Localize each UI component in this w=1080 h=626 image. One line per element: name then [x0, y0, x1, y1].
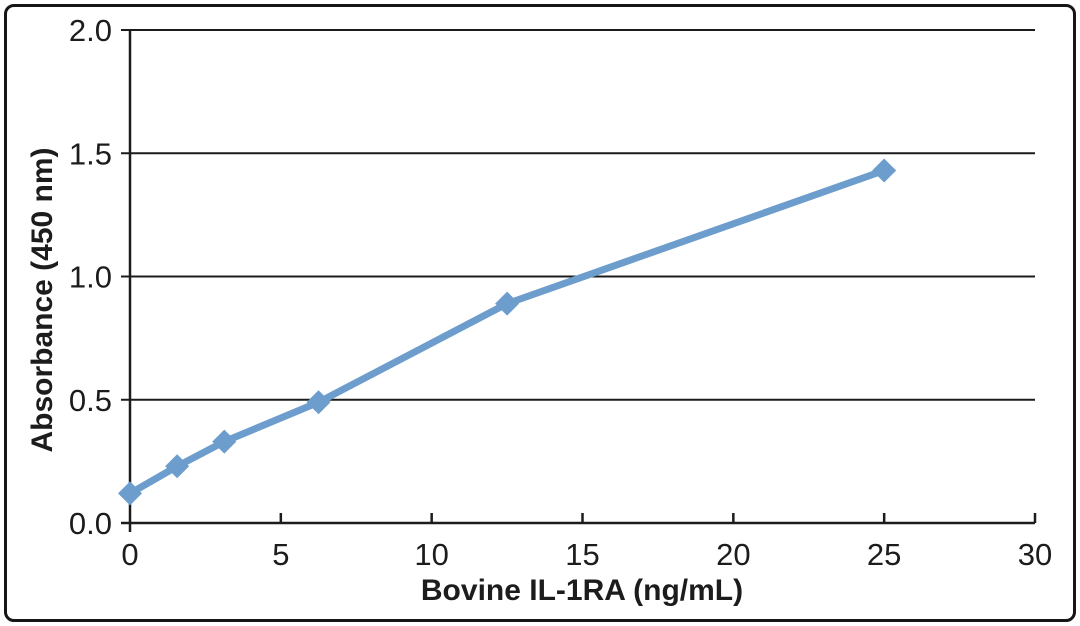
y-tick-label: 0.5 [69, 383, 112, 418]
tick-marks [279, 513, 1037, 523]
y-tick-label: 0.0 [69, 506, 112, 541]
y-axis-title: Absorbance (450 nm) [26, 147, 59, 452]
data-point-marker [306, 390, 331, 415]
data-point-marker [212, 429, 237, 454]
data-point-marker [495, 291, 520, 316]
y-tick-label: 2.0 [69, 13, 112, 48]
x-tick-label: 25 [867, 537, 901, 572]
x-tick-label: 30 [1018, 537, 1052, 572]
y-tick-label: 1.0 [69, 260, 112, 295]
x-axis-title: Bovine IL-1RA (ng/mL) [421, 574, 743, 607]
data-point-marker [118, 481, 142, 506]
gridlines [121, 29, 1035, 401]
tick-labels: 0 5 10 15 20 25 30 0.0 0.5 1.0 1.5 2.0 [69, 13, 1052, 572]
x-tick-label: 0 [121, 537, 138, 572]
series-line [126, 167, 888, 497]
axes [121, 30, 1035, 532]
data-point-marker [872, 158, 897, 183]
x-tick-label: 15 [565, 537, 599, 572]
data-point-marker [165, 454, 190, 479]
y-tick-label: 1.5 [69, 136, 112, 171]
data-series [118, 158, 897, 506]
x-tick-label: 10 [414, 537, 448, 572]
x-tick-label: 5 [272, 537, 289, 572]
x-tick-label: 20 [716, 537, 750, 572]
